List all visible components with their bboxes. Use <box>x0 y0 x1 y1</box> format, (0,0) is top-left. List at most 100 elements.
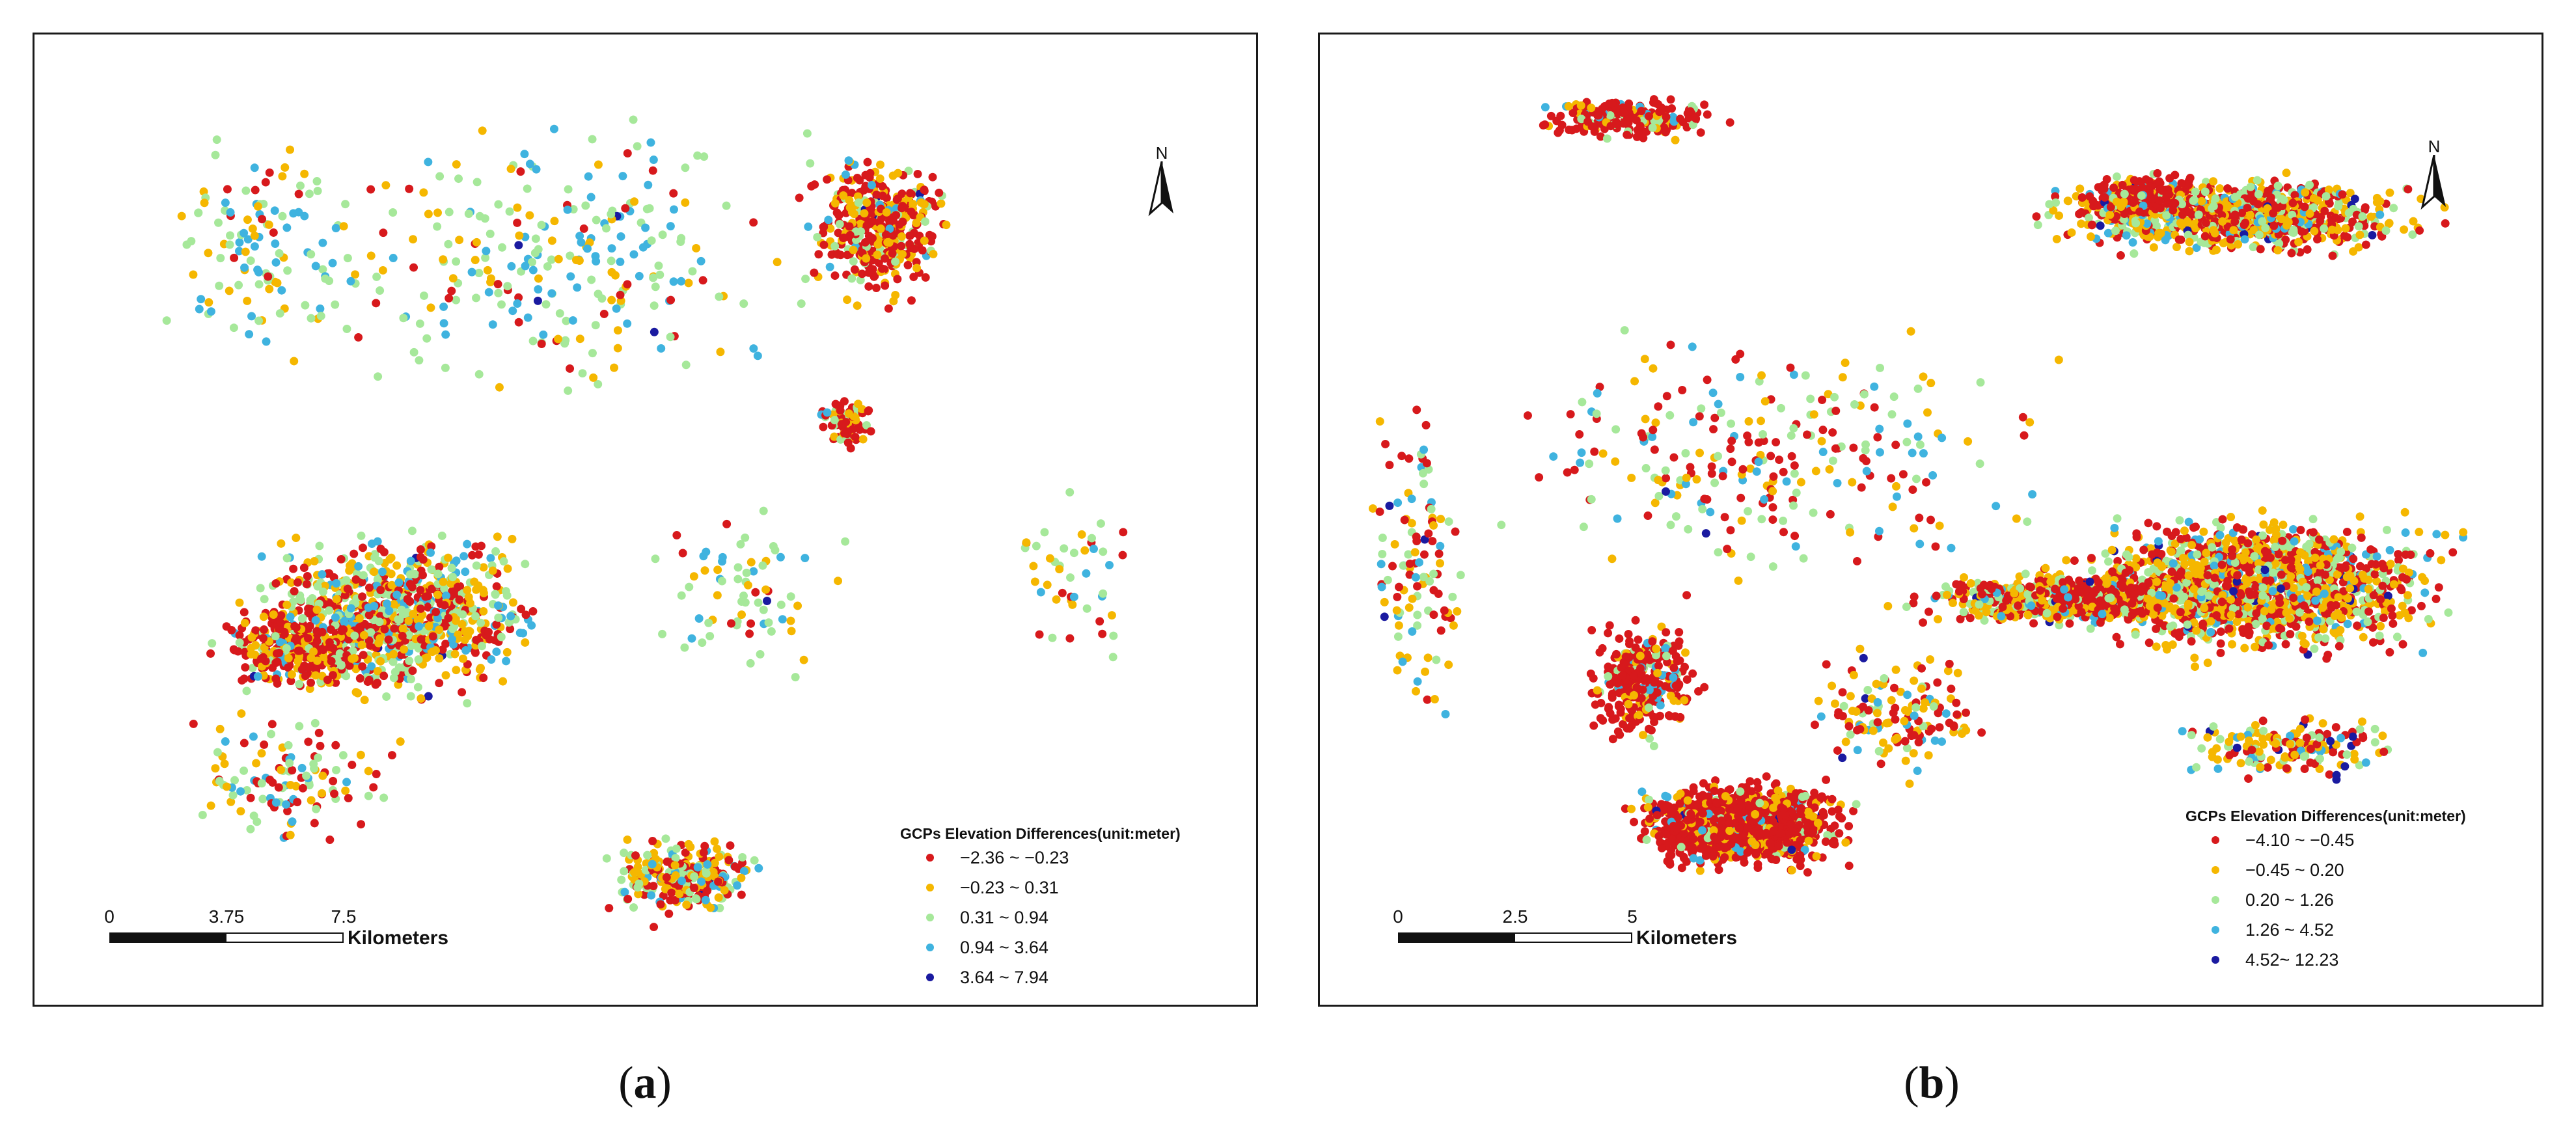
gcp-point <box>670 861 679 870</box>
gcp-point <box>881 230 890 239</box>
gcp-point <box>2376 621 2385 631</box>
gcp-point <box>564 185 573 194</box>
gcp-point <box>1755 798 1764 808</box>
gcp-point <box>242 687 251 696</box>
gcp-point <box>2144 638 2154 647</box>
gcp-point <box>234 280 243 290</box>
gcp-point <box>452 257 461 266</box>
gcp-point <box>250 163 259 172</box>
gcp-point <box>1589 721 1598 730</box>
gcp-point <box>508 598 517 607</box>
gcp-point <box>464 210 473 218</box>
gcp-point <box>319 587 327 596</box>
gcp-point <box>379 228 388 238</box>
gcp-point <box>830 241 840 251</box>
gcp-point <box>1700 683 1709 692</box>
scale-tick: 7.5 <box>331 906 357 927</box>
gcp-point <box>242 785 251 795</box>
map-panel-a: N GCPs Elevation Differences(unit:meter)… <box>33 33 1258 1007</box>
gcp-point <box>1107 611 1116 620</box>
gcp-point <box>424 210 433 219</box>
gcp-point <box>1804 808 1813 817</box>
gcp-point <box>1792 855 1802 864</box>
gcp-point <box>211 764 220 773</box>
gcp-point <box>238 676 247 685</box>
gcp-point <box>2426 549 2435 558</box>
gcp-point <box>710 837 719 846</box>
gcp-point <box>474 370 484 379</box>
gcp-point <box>635 271 644 280</box>
gcp-point <box>235 631 244 640</box>
gcp-point <box>616 290 625 299</box>
gcp-point <box>389 254 398 262</box>
gcp-point <box>354 562 363 571</box>
gcp-point <box>491 547 500 556</box>
gcp-point <box>853 301 862 310</box>
gcp-point <box>503 282 512 291</box>
gcp-point <box>1738 831 1747 840</box>
gcp-point <box>704 618 713 627</box>
legend-item: 3.64 ~ 7.94 <box>900 962 1181 992</box>
gcp-point <box>678 877 687 886</box>
gcp-point <box>1625 714 1634 723</box>
gcp-point <box>204 298 213 307</box>
gcp-point <box>491 590 500 599</box>
gcp-point <box>271 258 281 267</box>
gcp-point <box>2309 515 2318 524</box>
gcp-point <box>1769 803 1778 812</box>
gcp-point <box>253 672 262 681</box>
gcp-point <box>681 360 691 370</box>
gcp-point <box>532 165 541 174</box>
gcp-point <box>301 301 310 310</box>
gcp-point <box>1099 589 1108 598</box>
gcp-point <box>441 330 450 339</box>
gcp-point <box>481 253 490 262</box>
gcp-point <box>2289 524 2297 534</box>
gcp-point <box>881 281 890 290</box>
gcp-point <box>318 570 327 579</box>
gcp-point <box>681 848 690 857</box>
gcp-point <box>215 281 224 290</box>
gcp-point <box>613 344 622 353</box>
gcp-point <box>1030 577 1039 586</box>
gcp-point <box>316 741 325 750</box>
gcp-point <box>360 696 369 705</box>
gcp-point <box>471 256 480 265</box>
gcp-point <box>247 644 256 653</box>
gcp-point <box>1637 787 1647 796</box>
gcp-point <box>1813 819 1822 828</box>
gcp-point <box>1606 680 1615 689</box>
gcp-point <box>2240 644 2249 653</box>
gcp-point <box>409 235 418 244</box>
gcp-point <box>1844 862 1854 871</box>
gcp-point <box>733 575 743 584</box>
gcp-point <box>2203 659 2212 668</box>
gcp-point <box>741 533 750 542</box>
gcp-point <box>416 586 425 595</box>
gcp-point <box>2389 619 2398 628</box>
gcp-point <box>241 186 251 195</box>
gcp-point <box>642 204 651 213</box>
gcp-point <box>1662 651 1671 660</box>
gcp-point <box>566 272 575 281</box>
gcp-point <box>1664 838 1673 847</box>
gcp-point <box>650 301 659 310</box>
gcp-point <box>387 751 396 760</box>
gcp-point <box>221 198 230 208</box>
gcp-point <box>1694 687 1703 696</box>
gcp-point <box>830 432 839 441</box>
gcp-point <box>575 334 584 344</box>
gcp-point <box>497 300 506 309</box>
gcp-point <box>588 349 597 358</box>
gcp-point <box>521 610 530 619</box>
gcp-point <box>394 578 404 587</box>
gcp-point <box>409 610 418 618</box>
gcp-point <box>422 653 432 662</box>
gcp-point <box>396 737 405 746</box>
gcp-point <box>309 759 318 768</box>
gcp-point <box>256 584 265 593</box>
gcp-point <box>696 256 706 265</box>
gcp-point <box>329 776 338 785</box>
gcp-point <box>1645 724 1653 733</box>
gcp-point <box>177 211 186 221</box>
